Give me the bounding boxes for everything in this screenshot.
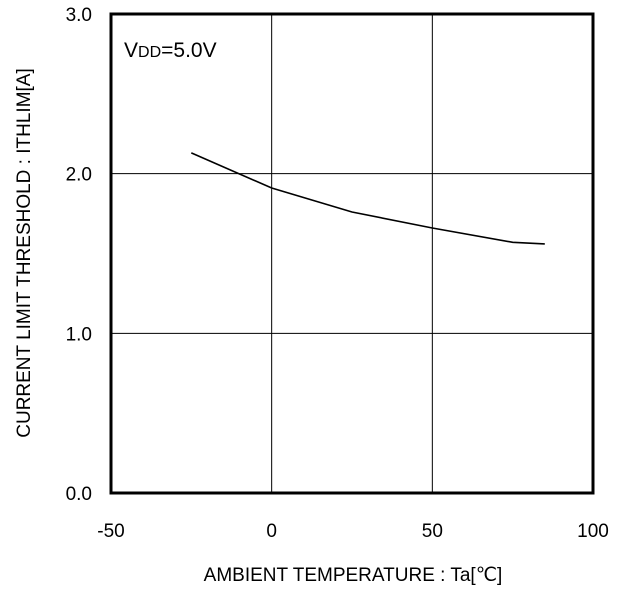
x-tick-label: 0 [266,521,277,542]
annotation-rest: =5.0V [161,39,216,62]
x-tick-label: 50 [422,521,443,542]
y-tick-label: 3.0 [66,5,92,26]
x-tick-label: -50 [97,521,124,542]
y-axis-label: CURRENT LIMIT THRESHOLD : ITHLIM[A] [14,68,35,438]
y-tick-label: 2.0 [66,165,92,186]
vdd-annotation: VDD=5.0V [124,39,217,62]
series-line [190,152,545,245]
y-tick-label: 0.0 [66,484,92,505]
x-tick-label: 100 [577,521,609,542]
y-tick-label: 1.0 [66,324,92,345]
x-axis-label: AMBIENT TEMPERATURE : Ta[℃] [204,565,503,586]
annotation-main: V [124,39,138,62]
grid-lines [111,14,593,493]
tick-labels: -50 0 50 100 0.0 1.0 2.0 3.0 [66,5,609,542]
plot-frame [109,12,595,495]
series-layer [190,152,545,245]
annotation-sub: DD [138,44,161,61]
